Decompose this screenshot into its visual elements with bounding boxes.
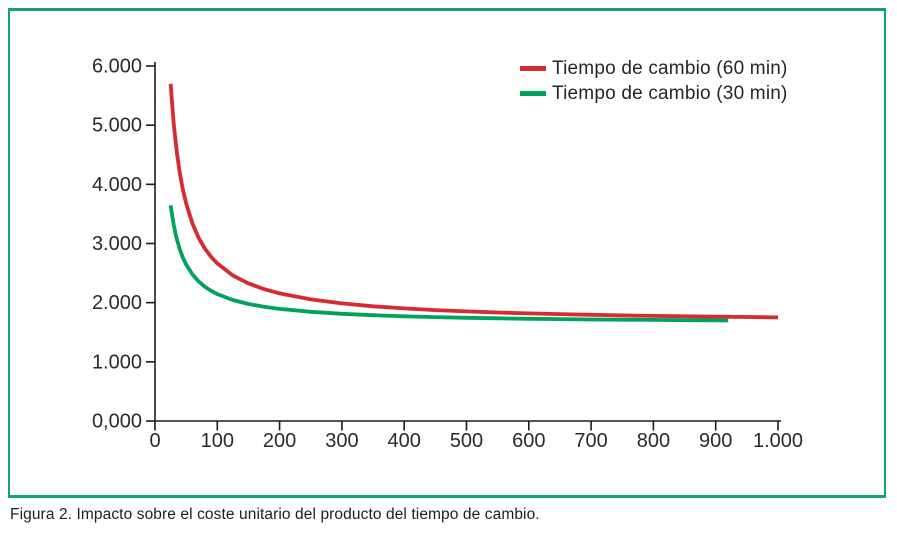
- y-axis-tick-label: 6.000: [92, 56, 142, 78]
- x-axis-tick-label: 100: [201, 430, 234, 452]
- x-axis-tick-label: 300: [325, 430, 358, 452]
- y-axis-tick-label: 5.000: [92, 115, 142, 137]
- legend-label-60min: Tiempo de cambio (60 min): [552, 57, 788, 79]
- x-axis-tick-label: 0: [149, 430, 160, 452]
- legend-label-30min: Tiempo de cambio (30 min): [552, 82, 788, 104]
- y-axis-tick-label: 1.000: [92, 351, 142, 373]
- x-axis-tick-label: 700: [574, 430, 607, 452]
- x-axis-tick-label: 1.000: [753, 430, 803, 452]
- figure-caption: Figura 2. Impacto sobre el coste unitari…: [10, 506, 540, 523]
- y-axis-tick-label: 0,000: [92, 411, 142, 433]
- axis-lines: [154, 62, 781, 422]
- x-axis-tick-label: 600: [512, 430, 545, 452]
- legend-item-60min: Tiempo de cambio (60 min): [520, 57, 788, 80]
- series-line-60min: [168, 83, 779, 320]
- legend-swatch-30min-icon: [520, 91, 546, 96]
- y-axis-tick-label: 4.000: [92, 174, 142, 196]
- legend-item-30min: Tiempo de cambio (30 min): [520, 82, 788, 105]
- x-axis-tick-label: 500: [450, 430, 483, 452]
- x-axis-tick-label: 900: [699, 430, 732, 452]
- y-axis-tick-label: 2.000: [92, 292, 142, 314]
- series-line-30min: [168, 205, 729, 323]
- x-axis-tick-label: 800: [637, 430, 670, 452]
- legend-swatch-60min-icon: [520, 66, 546, 71]
- y-axis-tick-label: 3.000: [92, 233, 142, 255]
- x-axis-tick-label: 200: [263, 430, 296, 452]
- chart-legend: Tiempo de cambio (60 min) Tiempo de camb…: [520, 57, 788, 105]
- x-axis-tick-label: 400: [388, 430, 421, 452]
